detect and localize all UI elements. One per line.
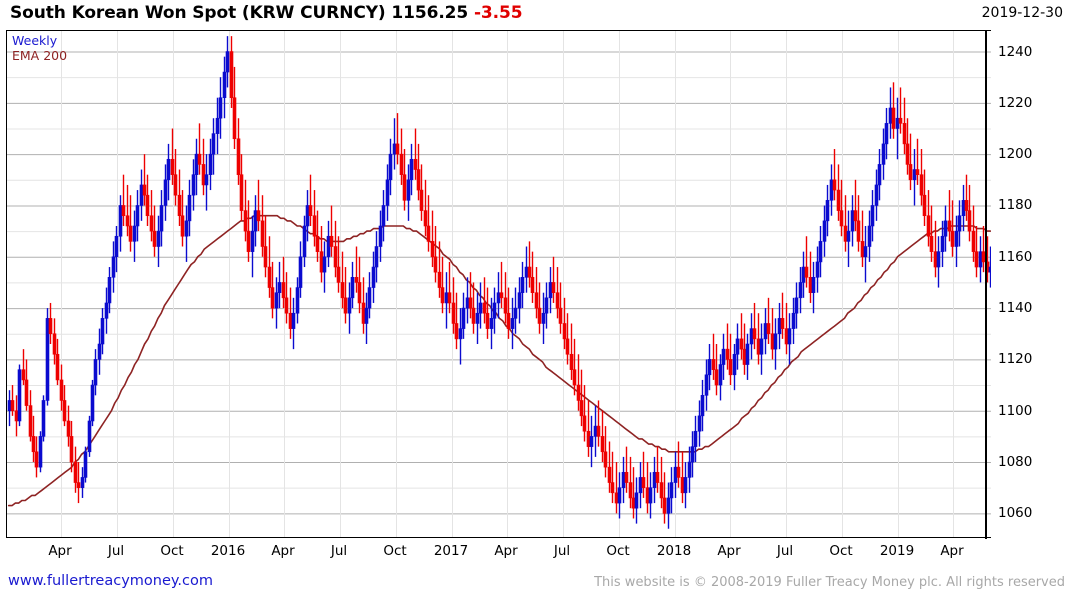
y-tick-label: 1060 (998, 505, 1033, 522)
x-tick-label: Apr (940, 543, 964, 559)
page-title: South Korean Won Spot (KRW CURNCY) 1156.… (10, 3, 523, 23)
x-tick-label: Jul (330, 543, 348, 559)
y-tick-label: 1220 (998, 94, 1033, 111)
x-tick-label: Jul (553, 543, 571, 559)
copyright-text: This website is © 2008-2019 Fuller Treac… (594, 575, 1065, 590)
y-tick-label: 1080 (998, 454, 1033, 471)
x-axis-labels: Apr Jul Oct 2016 Apr Jul Oct 2017 Apr Jul Oct 2018 A… (0, 543, 1075, 565)
y-tick-label: 1200 (998, 146, 1033, 163)
x-tick-label: Oct (606, 543, 630, 559)
chart-footer: www.fullertreacymoney.com This website i… (0, 573, 1075, 597)
x-tick-label: Apr (494, 543, 518, 559)
y-axis-spine (985, 30, 987, 539)
title-price: 1156.25 (391, 3, 469, 23)
y-axis-labels: 1060 1080 1100 1120 1140 1160 1180 1200 1220 1240 (998, 30, 1068, 539)
y-tick-label: 1100 (998, 402, 1033, 419)
y-tick-label: 1120 (998, 351, 1033, 368)
title-change: -3.55 (473, 3, 523, 23)
x-tick-label: 2017 (433, 543, 469, 559)
x-tick-label: Oct (160, 543, 184, 559)
x-tick-label: Jul (776, 543, 794, 559)
x-tick-label: Jul (107, 543, 125, 559)
y-tick-label: 1240 (998, 43, 1033, 60)
candlestick-canvas (7, 31, 991, 537)
as-of-date: 2019-12-30 (981, 5, 1063, 21)
x-tick-label: Oct (383, 543, 407, 559)
plot-region[interactable] (6, 30, 991, 538)
site-url-link[interactable]: www.fullertreacymoney.com (8, 573, 213, 589)
title-instrument: South Korean Won Spot (KRW CURNCY) (10, 3, 386, 23)
x-tick-label: Apr (48, 543, 72, 559)
y-tick-label: 1140 (998, 300, 1033, 317)
x-tick-label: 2019 (879, 543, 915, 559)
x-tick-label: 2018 (656, 543, 692, 559)
x-tick-label: Apr (271, 543, 295, 559)
y-tick-label: 1180 (998, 197, 1033, 214)
x-tick-label: 2016 (210, 543, 246, 559)
x-tick-label: Oct (829, 543, 853, 559)
y-tick-label: 1160 (998, 248, 1033, 265)
x-tick-label: Apr (717, 543, 741, 559)
chart-area[interactable] (6, 30, 992, 539)
chart-header: South Korean Won Spot (KRW CURNCY) 1156.… (0, 0, 1075, 28)
